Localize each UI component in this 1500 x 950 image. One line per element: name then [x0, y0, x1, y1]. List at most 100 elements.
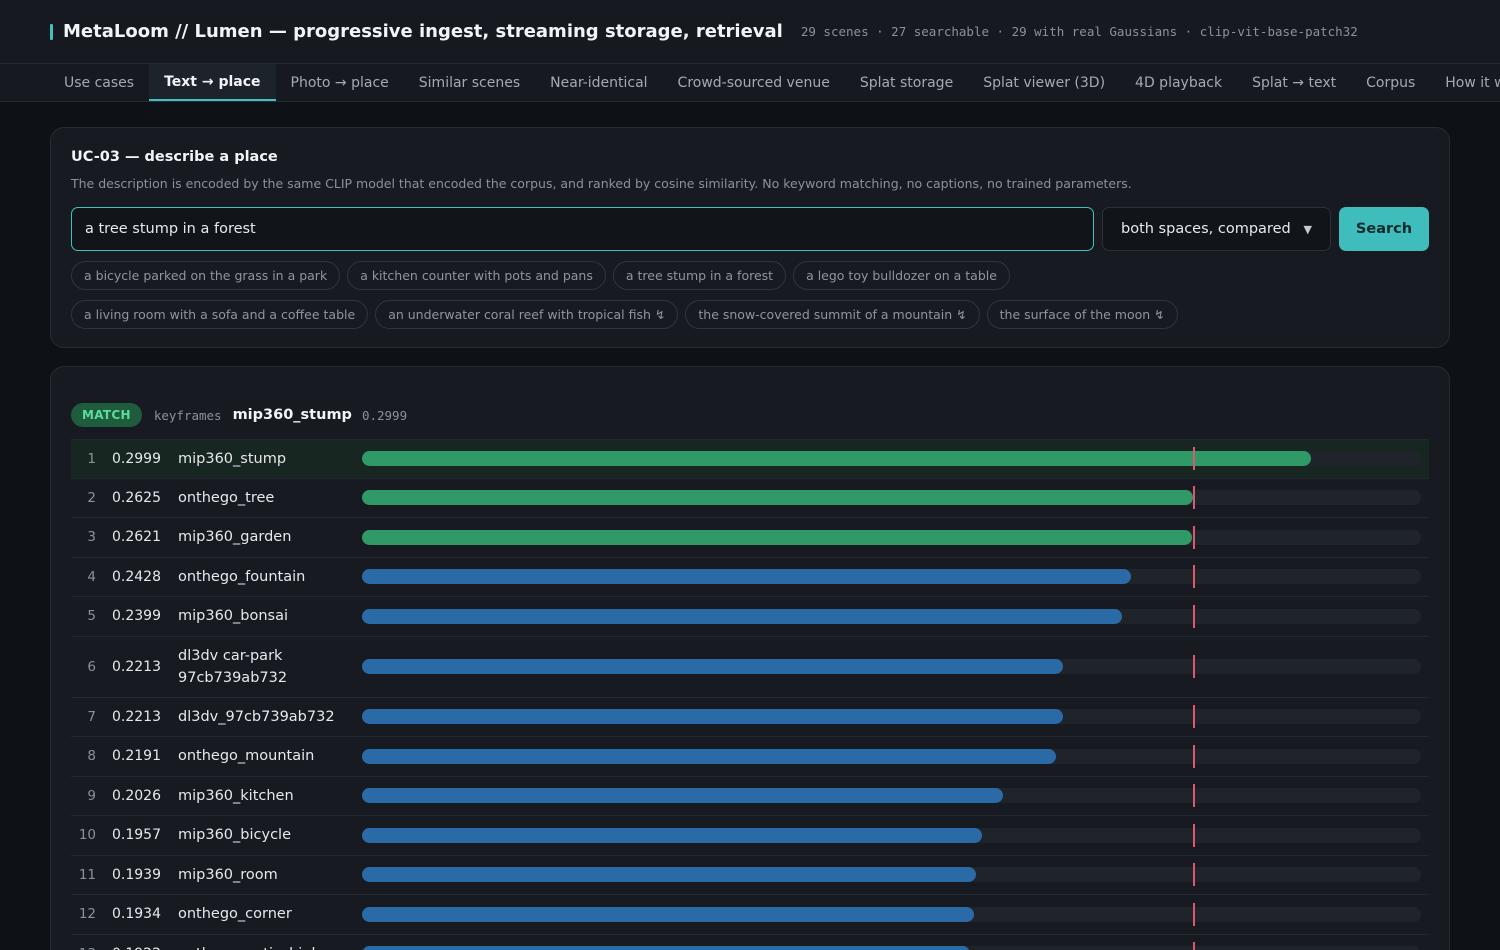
threshold-marker — [1193, 604, 1196, 628]
similarity-bar — [362, 529, 1192, 545]
panel-title: UC-03 — describe a place — [71, 149, 278, 165]
row-score: 0.2399 — [112, 608, 161, 625]
row-score: 0.2621 — [112, 529, 161, 546]
example-chip[interactable]: a bicycle parked on the grass in a park — [71, 261, 341, 290]
tab-4[interactable]: Near-identical — [550, 74, 648, 91]
example-chip[interactable]: a kitchen counter with pots and pans — [347, 261, 606, 290]
match-name: mip360_stump — [232, 407, 352, 423]
threshold-marker — [1193, 942, 1196, 950]
similarity-bar — [362, 709, 1063, 725]
tab-10[interactable]: Corpus — [1366, 74, 1416, 91]
table-row[interactable]: 6 0.2213 dl3dv car-park 97cb739ab732 — [71, 637, 1429, 698]
tab-7[interactable]: Splat viewer (3D) — [983, 74, 1106, 91]
table-row[interactable]: 10 0.1957 mip360_bicycle — [71, 816, 1429, 856]
row-rank: 1 — [87, 450, 96, 467]
similarity-bar-track — [362, 565, 1421, 589]
table-row[interactable]: 4 0.2428 onthego_fountain — [71, 558, 1429, 597]
similarity-bar — [362, 788, 1004, 804]
threshold-marker — [1193, 447, 1196, 471]
table-row[interactable]: 7 0.2213 dl3dv_97cb739ab732 — [71, 698, 1429, 737]
similarity-bar — [362, 659, 1063, 674]
row-scene-name: onthego_corner — [178, 906, 292, 923]
row-rank: 8 — [87, 748, 96, 765]
mode-select[interactable]: both spaces, compared ▼ — [1102, 207, 1331, 251]
similarity-bar-track — [362, 784, 1421, 808]
table-row[interactable]: 8 0.2191 onthego_mountain — [71, 737, 1429, 777]
row-rank: 11 — [78, 866, 96, 883]
tab-2[interactable]: Photo → place — [290, 74, 389, 91]
row-score: 0.1939 — [112, 866, 161, 883]
description-input[interactable] — [71, 207, 1094, 251]
row-scene-name: mip360_garden — [178, 529, 292, 546]
row-scene-name: onthego_mountain — [178, 748, 315, 765]
similarity-bar-track — [362, 705, 1421, 729]
similarity-bar-track — [362, 525, 1421, 549]
row-score: 0.2999 — [112, 450, 161, 467]
threshold-marker — [1193, 744, 1196, 768]
table-row[interactable]: 130.1922onthego_patio_high — [71, 935, 1429, 950]
row-rank: 10 — [78, 827, 96, 844]
threshold-marker — [1193, 525, 1196, 549]
tab-3[interactable]: Similar scenes — [418, 74, 521, 91]
row-score: 0.2213 — [112, 658, 161, 675]
similarity-bar-track — [362, 655, 1421, 678]
similarity-bar — [362, 748, 1056, 764]
match-summary: MATCH keyframes mip360_stump 0.2999 — [71, 402, 1429, 428]
row-score: 0.1934 — [112, 906, 161, 923]
tab-8[interactable]: 4D playback — [1135, 74, 1223, 91]
threshold-marker — [1193, 705, 1196, 729]
table-row[interactable]: 1 0.2999 mip360_stump — [71, 439, 1429, 479]
tab-bar: Use cases Text → place Photo → place Simila… — [0, 64, 1500, 102]
row-score: 0.1957 — [112, 827, 161, 844]
row-scene-name: mip360_kitchen — [178, 787, 294, 804]
example-chip[interactable]: a tree stump in a forest — [612, 261, 787, 290]
row-scene-name: mip360_bicycle — [178, 827, 291, 844]
table-row[interactable]: 12 0.1934 onthego_corner — [71, 895, 1429, 935]
row-rank: 12 — [78, 906, 96, 923]
example-chip[interactable]: a living room with a sofa and a coffee t… — [71, 300, 369, 329]
table-row[interactable]: 3 0.2621 mip360_garden — [71, 518, 1429, 558]
row-scene-name: onthego_patio_high — [162, 943, 362, 950]
panel-description: The description is encoded by the same C… — [71, 176, 1132, 191]
table-row[interactable]: 2 0.2625 onthego_tree — [71, 479, 1429, 518]
results-panel: MATCH keyframes mip360_stump 0.2999 1 0.2… — [50, 366, 1450, 950]
table-row[interactable]: 5 0.2399 mip360_bonsai — [71, 597, 1429, 637]
threshold-marker — [1193, 486, 1196, 510]
tab-1[interactable]: Text → place — [149, 64, 276, 101]
threshold-marker — [1193, 655, 1196, 678]
tab-0[interactable]: Use cases — [64, 74, 135, 91]
tab-6[interactable]: Splat storage — [859, 74, 954, 91]
accent-bar — [50, 23, 53, 40]
row-rank: 13 — [71, 946, 96, 950]
similarity-bar — [362, 490, 1194, 506]
table-row[interactable]: 11 0.1939 mip360_room — [71, 856, 1429, 895]
table-row[interactable]: 9 0.2026 mip360_kitchen — [71, 777, 1429, 816]
query-panel: UC-03 — describe a place The description… — [50, 127, 1450, 348]
example-chips: a bicycle parked on the grass in a park a… — [71, 261, 1321, 339]
similarity-bar — [362, 451, 1312, 467]
row-scene-name: dl3dv car-park 97cb739ab732 — [178, 647, 288, 686]
example-chip[interactable]: the surface of the moon ↯ — [986, 300, 1178, 329]
example-chip[interactable]: the snow-covered summit of a mountain ↯ — [685, 300, 980, 329]
tab-5[interactable]: Crowd-sourced venue — [677, 74, 830, 91]
row-rank: 2 — [87, 489, 96, 506]
app-title: MetaLoom // Lumen — progressive ingest, … — [63, 21, 783, 42]
threshold-marker — [1193, 823, 1196, 847]
tab-9[interactable]: Splat → text — [1252, 74, 1337, 91]
mode-select-value: both spaces, compared — [1121, 221, 1291, 237]
tab-11[interactable]: How it works — [1445, 74, 1500, 91]
row-rank: 7 — [87, 708, 96, 725]
example-chip[interactable]: an underwater coral reef with tropical f… — [375, 300, 679, 329]
search-button[interactable]: Search — [1339, 207, 1429, 251]
search-row: both spaces, compared ▼ Search — [71, 207, 1429, 251]
row-scene-name: onthego_fountain — [178, 568, 306, 585]
row-score: 0.2213 — [112, 708, 161, 725]
row-rank: 5 — [87, 608, 96, 625]
similarity-bar — [362, 569, 1131, 585]
similarity-bar — [362, 608, 1122, 624]
example-chip[interactable]: a lego toy bulldozer on a table — [793, 261, 1010, 290]
row-scene-name: dl3dv_97cb739ab732 — [178, 708, 335, 725]
similarity-bar — [362, 827, 982, 843]
row-rank: 9 — [87, 787, 96, 804]
row-score: 0.2026 — [112, 787, 161, 804]
